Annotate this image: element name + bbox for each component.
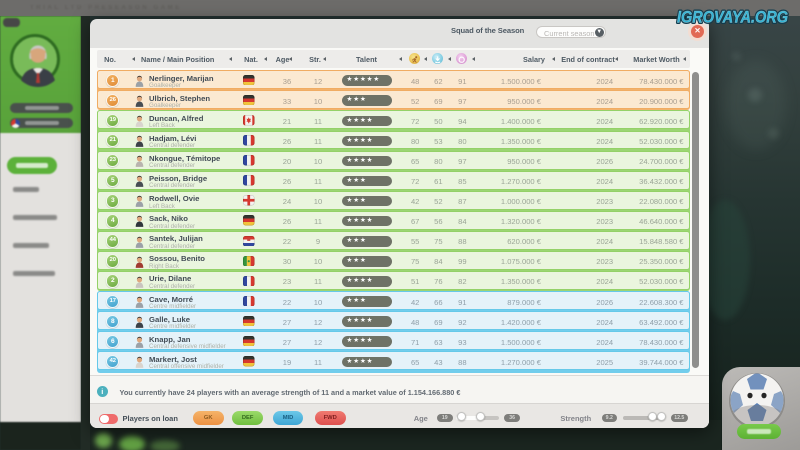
svg-text:IGROVAYA.ORG: IGROVAYA.ORG (677, 9, 788, 27)
svg-text:IGROVAYA.ORG: IGROVAYA.ORG (677, 9, 788, 27)
